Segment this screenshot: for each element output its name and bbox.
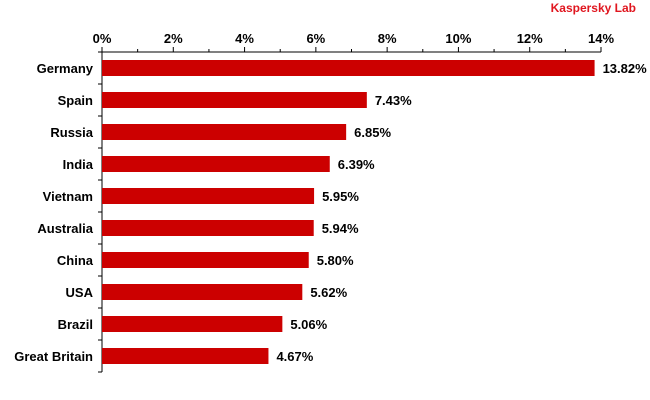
x-tick-label: 6%	[306, 31, 325, 46]
bar	[102, 284, 303, 300]
x-tick-label: 2%	[164, 31, 183, 46]
value-label: 6.39%	[338, 157, 375, 172]
category-label: Spain	[58, 93, 93, 108]
value-label: 5.06%	[290, 317, 327, 332]
x-tick-label: 8%	[378, 31, 397, 46]
bar	[102, 92, 367, 108]
category-label: Russia	[50, 125, 93, 140]
category-label: Vietnam	[43, 189, 93, 204]
value-label: 5.62%	[310, 285, 347, 300]
category-label: Brazil	[58, 317, 93, 332]
bar	[102, 156, 330, 172]
axis-layer: 0% 2% 4% 6% 8% 10% 12% 14%	[93, 31, 614, 373]
value-label: 7.43%	[375, 93, 412, 108]
value-label: 5.80%	[317, 253, 354, 268]
labels-layer: Germany 13.82% Spain 7.43% Russia 6.85% India 6…	[14, 61, 647, 364]
x-tick-label: 0%	[93, 31, 112, 46]
category-label: Germany	[37, 61, 94, 76]
value-label: 13.82%	[603, 61, 648, 76]
value-label: 6.85%	[354, 125, 391, 140]
category-label: China	[57, 253, 94, 268]
bar	[102, 60, 595, 76]
category-label: USA	[66, 285, 94, 300]
category-label: Australia	[37, 221, 93, 236]
x-tick-label: 14%	[588, 31, 614, 46]
bar	[102, 316, 283, 332]
bar	[102, 124, 347, 140]
value-label: 4.67%	[276, 349, 313, 364]
x-tick-label: 10%	[445, 31, 471, 46]
bar	[102, 252, 309, 268]
brand-logo-text: Kaspersky Lab	[550, 1, 636, 15]
bar	[102, 188, 315, 204]
x-tick-label: 4%	[235, 31, 254, 46]
category-label: Great Britain	[14, 349, 93, 364]
value-label: 5.95%	[322, 189, 359, 204]
value-label: 5.94%	[322, 221, 359, 236]
bar	[102, 348, 269, 364]
x-tick-label: 12%	[517, 31, 543, 46]
category-label: India	[63, 157, 94, 172]
bar	[102, 220, 314, 236]
bars-layer	[102, 60, 595, 364]
